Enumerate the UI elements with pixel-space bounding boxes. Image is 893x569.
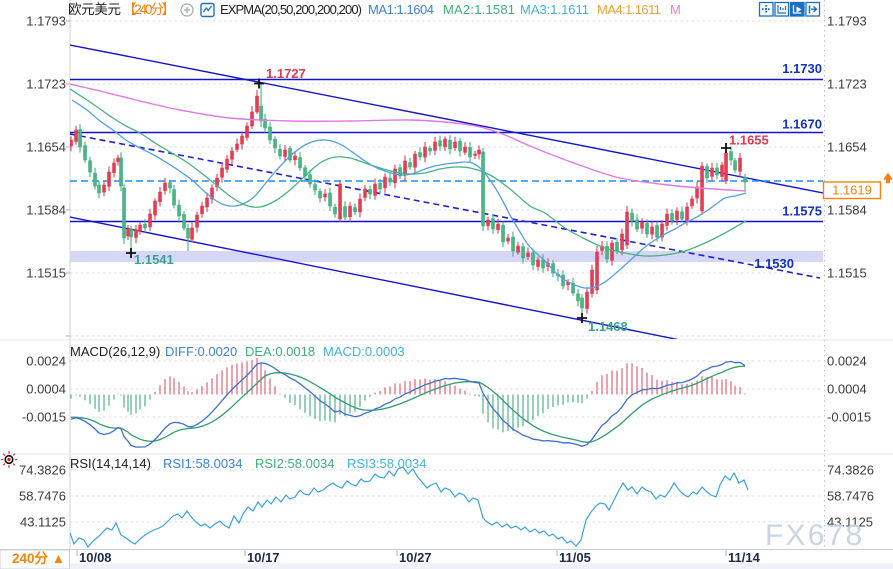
svg-text:1.1793: 1.1793 — [26, 14, 66, 29]
svg-text:MACD:0.0003: MACD:0.0003 — [323, 344, 405, 359]
svg-text:1.1584: 1.1584 — [26, 203, 66, 218]
svg-text:11/05: 11/05 — [559, 550, 591, 565]
svg-text:0.0004: 0.0004 — [26, 382, 66, 397]
svg-text:1.1515: 1.1515 — [827, 266, 867, 281]
svg-text:M: M — [670, 2, 681, 17]
svg-text:RSI3:58.0034: RSI3:58.0034 — [347, 456, 427, 471]
svg-text:RSI2:58.0034: RSI2:58.0034 — [255, 456, 335, 471]
svg-text:MA1:1.1604: MA1:1.1604 — [368, 2, 434, 17]
svg-text:-0.0015: -0.0015 — [827, 410, 871, 425]
svg-text:1.1655: 1.1655 — [729, 133, 769, 148]
svg-text:0.0004: 0.0004 — [827, 382, 867, 397]
svg-text:1.1723: 1.1723 — [26, 77, 66, 92]
svg-text:1.1654: 1.1654 — [827, 140, 867, 155]
svg-text:MA3:1.1611: MA3:1.1611 — [520, 2, 589, 17]
svg-text:0.0024: 0.0024 — [827, 354, 867, 369]
svg-text:1.1541: 1.1541 — [134, 252, 174, 267]
svg-text:MACD(26,12,9): MACD(26,12,9) — [70, 344, 160, 359]
svg-text:1.1793: 1.1793 — [827, 14, 867, 29]
svg-text:【240分】: 【240分】 — [123, 2, 175, 17]
svg-text:1.1654: 1.1654 — [26, 140, 66, 155]
svg-text:1.1670: 1.1670 — [782, 117, 822, 132]
svg-text:43.1125: 43.1125 — [20, 515, 66, 530]
svg-text:DEA:0.0018: DEA:0.0018 — [245, 344, 315, 359]
svg-text:1.1515: 1.1515 — [26, 266, 66, 281]
svg-text:1.1584: 1.1584 — [827, 203, 867, 218]
svg-text:1.1727: 1.1727 — [266, 66, 306, 81]
svg-text:58.7476: 58.7476 — [19, 489, 66, 504]
svg-text:1.1530: 1.1530 — [754, 256, 794, 271]
svg-text:1.1575: 1.1575 — [782, 204, 822, 219]
svg-text:MA2:1.1581: MA2:1.1581 — [443, 2, 515, 17]
svg-text:欧元美元: 欧元美元 — [68, 2, 121, 17]
svg-text:74.3826: 74.3826 — [827, 463, 874, 478]
svg-text:74.3826: 74.3826 — [19, 463, 66, 478]
svg-text:MA4:1.1611: MA4:1.1611 — [597, 2, 661, 17]
svg-text:FX678: FX678 — [765, 519, 864, 552]
svg-text:1.1619: 1.1619 — [832, 183, 872, 198]
svg-text:10/17: 10/17 — [247, 550, 280, 565]
svg-text:RSI1:58.0034: RSI1:58.0034 — [163, 456, 243, 471]
svg-text:10/27: 10/27 — [399, 550, 432, 565]
svg-text:58.7476: 58.7476 — [827, 489, 874, 504]
svg-text:240分 ▲: 240分 ▲ — [12, 551, 65, 566]
svg-text:1.1468: 1.1468 — [588, 319, 628, 334]
svg-text:43.1125: 43.1125 — [827, 515, 873, 530]
svg-text:11/14: 11/14 — [728, 550, 761, 565]
svg-text:DIFF:0.0020: DIFF:0.0020 — [165, 344, 237, 359]
svg-text:1.1730: 1.1730 — [782, 61, 822, 76]
svg-text:RSI(14,14,14): RSI(14,14,14) — [70, 456, 151, 471]
svg-text:0.0024: 0.0024 — [26, 354, 66, 369]
svg-text:10/08: 10/08 — [79, 550, 112, 565]
svg-text:1.1723: 1.1723 — [827, 77, 867, 92]
svg-text:EXPMA(20,50,200,200,200): EXPMA(20,50,200,200,200) — [220, 2, 362, 17]
svg-text:-0.0015: -0.0015 — [22, 410, 66, 425]
